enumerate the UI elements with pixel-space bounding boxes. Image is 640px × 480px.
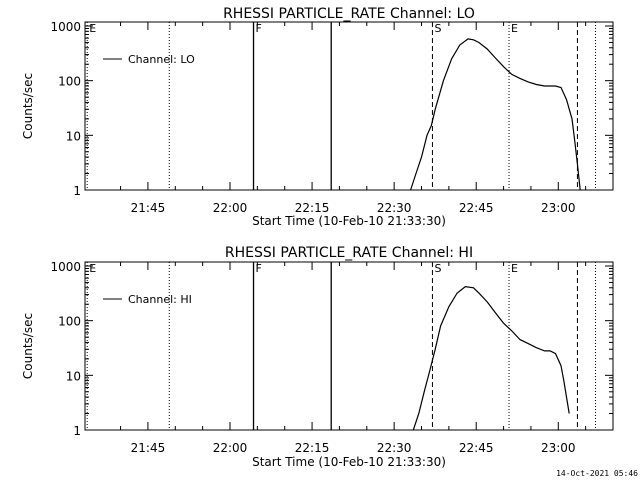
panel2-series-line [412,285,570,431]
panel2-event-marker-label: F [256,262,262,275]
panel2-xtick-label: 23:00 [541,441,576,455]
panel1-ytick-label: 10 [66,129,81,143]
panel1-legend-label: Channel: LO [128,53,195,66]
panel1-xtick-label: 23:00 [541,201,576,215]
panel2-plot-frame [84,261,614,431]
panel2-xtick-label: 21:45 [131,441,166,455]
panel2-xtick-label: 22:30 [377,441,412,455]
panel2-ytick-label: 100 [58,315,81,329]
panel1-event-marker-label: F [256,22,262,35]
panel2-event-marker-label: E [89,262,96,275]
panel1-event-marker-label: E [511,22,518,35]
panel1-event-marker-label: S [434,22,441,35]
panel2-event-marker-label: E [511,262,518,275]
panel2-legend-label: Channel: HI [128,293,192,306]
footer-timestamp: 14-Oct-2021 05:46 [556,469,638,478]
panel2-event-marker-label: S [434,262,441,275]
panel1-ytick-label: 1 [73,184,81,198]
panel2-xlabel: Start Time (10-Feb-10 21:33:30) [252,455,446,469]
panel1-xlabel: Start Time (10-Feb-10 21:33:30) [252,214,446,228]
panel2-ytick-label: 1 [73,424,81,438]
panel1-title: RHESSI PARTICLE_RATE Channel: LO [223,6,475,22]
panel1-event-marker-label: E [89,22,96,35]
panel1-ytick-label: 1000 [50,20,81,34]
panel1-series-line [410,38,581,191]
panel1-ytick-label: 100 [58,75,81,89]
panel1-xtick-label: 21:45 [131,201,166,215]
panel2-xtick-label: 22:15 [295,441,330,455]
panel2-ytick-label: 1000 [50,260,81,274]
panel1-xtick-label: 22:45 [459,201,494,215]
panel2-ytick-label: 10 [66,369,81,383]
panel2-xtick-label: 22:00 [213,441,248,455]
panel1-xtick-label: 22:30 [377,201,412,215]
panel1-ylabel: Counts/sec [21,73,35,139]
panel2-xtick-label: 22:45 [459,441,494,455]
panel1-plot-frame [84,21,614,191]
panel2-title: RHESSI PARTICLE_RATE Channel: HI [225,245,473,261]
panel2-ylabel: Counts/sec [21,313,35,379]
panel1-xtick-label: 22:15 [295,201,330,215]
panel1-xtick-label: 22:00 [213,201,248,215]
